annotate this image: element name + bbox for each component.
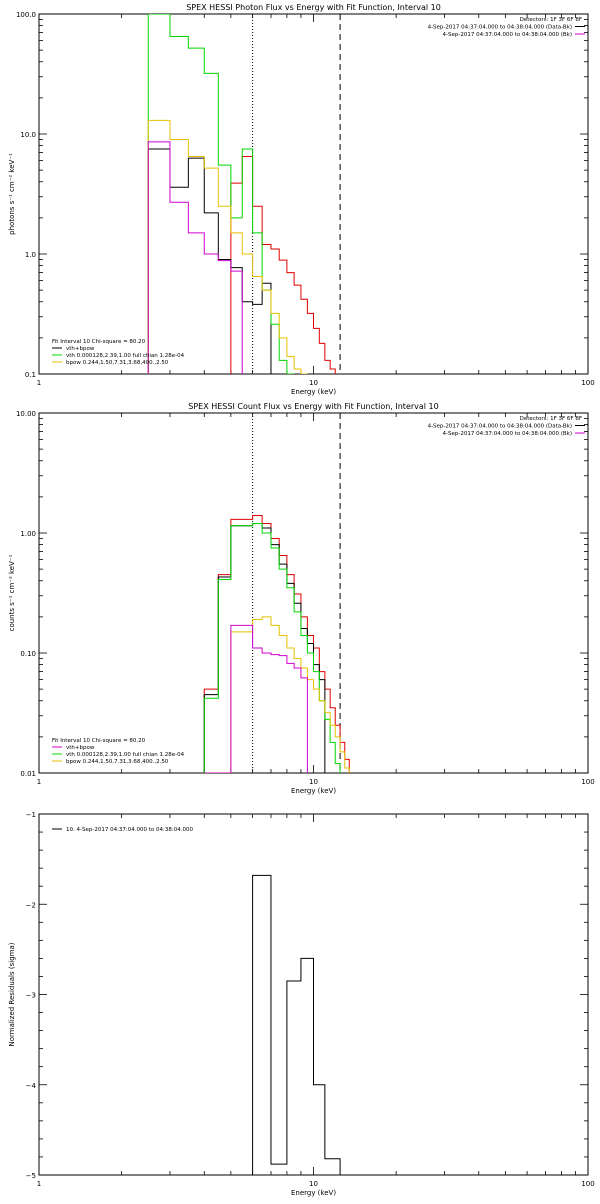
count-series-vth-bpow bbox=[203, 522, 326, 773]
count-legend-label: bpow 0.244,1.50,7.31,3.68,400.,2.50 bbox=[66, 759, 169, 765]
resid-x-tick-label: 10 bbox=[309, 1180, 318, 1188]
count-legend-header: Fit Interval 10 Chi-square = 80.20 bbox=[52, 738, 146, 744]
resid-legend-label: 10. 4-Sep-2017 04:37:04.000 to 04:38:04.… bbox=[66, 827, 193, 833]
photon-legend-label: vth 0.000128,2.39,1.00 full chian 1.28e-… bbox=[66, 353, 185, 359]
count-legend-label: vth 0.000128,2.39,1.00 full chian 1.28e-… bbox=[66, 752, 185, 758]
photon-y-tick-label: 100.0 bbox=[16, 11, 36, 19]
count-series-bpow bbox=[204, 616, 350, 773]
count-y-tick-label: 0.10 bbox=[20, 650, 36, 658]
photon-series-bpow bbox=[147, 119, 308, 374]
resid-x-ticks bbox=[38, 814, 576, 1175]
count-series-data bbox=[203, 514, 350, 773]
count-x-tick-label: 100 bbox=[581, 778, 594, 786]
photon-y-tick-label: 10.0 bbox=[20, 131, 36, 139]
photon-y-axis-label: photons s⁻¹ cm⁻² keV⁻¹ bbox=[8, 153, 16, 235]
count-info-line: Detectors: 1F 3F 6F 8F bbox=[520, 416, 582, 422]
count-x-tick-label: 10 bbox=[309, 778, 318, 786]
resid-y-tick-label: −1 bbox=[26, 811, 36, 819]
count-info-block: Detectors: 1F 3F 6F 8F 4-Sep-2017 04:37:0… bbox=[428, 416, 585, 437]
photon-x-ticks bbox=[38, 14, 576, 374]
photon-legend-header: Fit Interval 10 Chi-square = 80.20 bbox=[52, 339, 146, 345]
count-legend: Fit Interval 10 Chi-square = 80.20vth+bp… bbox=[52, 738, 185, 765]
photon-legend-label: bpow 0.244,1.50,7.31,3.68,400.,2.50 bbox=[66, 360, 169, 366]
count-y-ticks bbox=[39, 418, 588, 774]
photon-title: SPEX HESSI Photon Flux vs Energy with Fi… bbox=[186, 3, 441, 12]
resid-chart: 1 10 100 Energy (keV) −5 −4 −3 −2 −1 Normalized R… bbox=[8, 811, 595, 1197]
count-x-tick-label: 1 bbox=[37, 778, 41, 786]
photon-y-tick-label: 0.1 bbox=[25, 371, 36, 379]
photon-y-tick-label: 1.0 bbox=[25, 251, 36, 259]
photon-chart: SPEX HESSI Photon Flux vs Energy with Fi… bbox=[8, 3, 595, 396]
resid-x-tick-label: 100 bbox=[581, 1180, 594, 1188]
count-legend-label: vth+bpow bbox=[66, 745, 95, 751]
photon-series-bk bbox=[147, 141, 243, 374]
count-series-vth bbox=[203, 522, 341, 773]
resid-y-tick-label: −2 bbox=[26, 901, 36, 909]
resid-series-residuals bbox=[252, 874, 341, 1175]
photon-x-tick-label: 100 bbox=[581, 379, 594, 387]
photon-x-axis-label: Energy (keV) bbox=[291, 388, 336, 396]
resid-x-axis-label: Energy (keV) bbox=[291, 1189, 336, 1197]
resid-series bbox=[252, 874, 341, 1175]
resid-x-tick-label: 1 bbox=[37, 1180, 41, 1188]
photon-series-data bbox=[230, 155, 336, 374]
count-plot-frame bbox=[38, 412, 589, 774]
photon-info-line: 4-Sep-2017 04:37:04.000 to 04:38:04.000 … bbox=[428, 25, 572, 31]
photon-info-line: Detectors: 1F 3F 6F 8F bbox=[520, 17, 582, 23]
photon-series-vth-bpow bbox=[147, 148, 272, 374]
count-chart: SPEX HESSI Count Flux vs Energy with Fit… bbox=[8, 402, 595, 795]
count-info-line: 4-Sep-2017 04:37:04.000 to 04:38:04.000 … bbox=[428, 424, 572, 430]
resid-legend: 10. 4-Sep-2017 04:37:04.000 to 04:38:04.… bbox=[52, 827, 193, 833]
count-x-axis-label: Energy (keV) bbox=[291, 787, 336, 795]
photon-y-ticks bbox=[39, 19, 588, 375]
photon-x-tick-label: 10 bbox=[309, 379, 318, 387]
count-x-ticks bbox=[38, 413, 576, 773]
photon-info-line: 4-Sep-2017 04:37:04.000 to 04:38:04.000 … bbox=[443, 32, 573, 38]
photon-legend: Fit Interval 10 Chi-square = 80.20vth+bp… bbox=[52, 339, 185, 366]
resid-y-tick-label: −3 bbox=[26, 992, 36, 1000]
count-title: SPEX HESSI Count Flux vs Energy with Fit… bbox=[188, 402, 439, 411]
count-y-tick-label: 0.01 bbox=[20, 770, 36, 778]
count-series bbox=[203, 514, 350, 773]
resid-y-tick-label: −5 bbox=[26, 1172, 36, 1180]
count-info-line: 4-Sep-2017 04:37:04.000 to 04:38:04.000 … bbox=[443, 431, 573, 437]
photon-x-tick-label: 1 bbox=[37, 379, 41, 387]
photon-info-block: Detectors: 1F 3F 6F 8F 4-Sep-2017 04:37:0… bbox=[428, 17, 585, 38]
count-y-axis-label: counts s⁻¹ cm⁻² keV⁻¹ bbox=[8, 554, 16, 631]
count-y-tick-label: 10.00 bbox=[16, 410, 36, 418]
resid-y-tick-label: −4 bbox=[26, 1082, 37, 1090]
count-series-bk bbox=[204, 624, 308, 773]
resid-y-axis-label: Normalized Residuals (sigma) bbox=[8, 942, 16, 1046]
photon-legend-label: vth+bpow bbox=[66, 346, 95, 352]
photon-series bbox=[147, 14, 336, 374]
count-y-tick-label: 1.00 bbox=[20, 530, 36, 538]
resid-y-ticks bbox=[39, 813, 588, 1176]
